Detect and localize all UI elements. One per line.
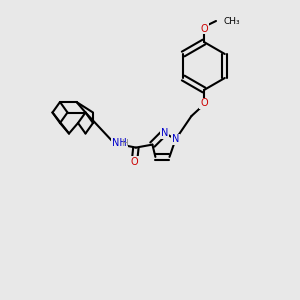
Text: H: H xyxy=(122,139,128,148)
Text: O: O xyxy=(130,157,138,167)
Text: CH₃: CH₃ xyxy=(224,16,240,26)
Text: O: O xyxy=(200,23,208,34)
Text: N: N xyxy=(172,134,179,145)
Text: N: N xyxy=(161,128,168,138)
Text: O: O xyxy=(200,98,208,109)
Text: NH: NH xyxy=(112,138,127,148)
